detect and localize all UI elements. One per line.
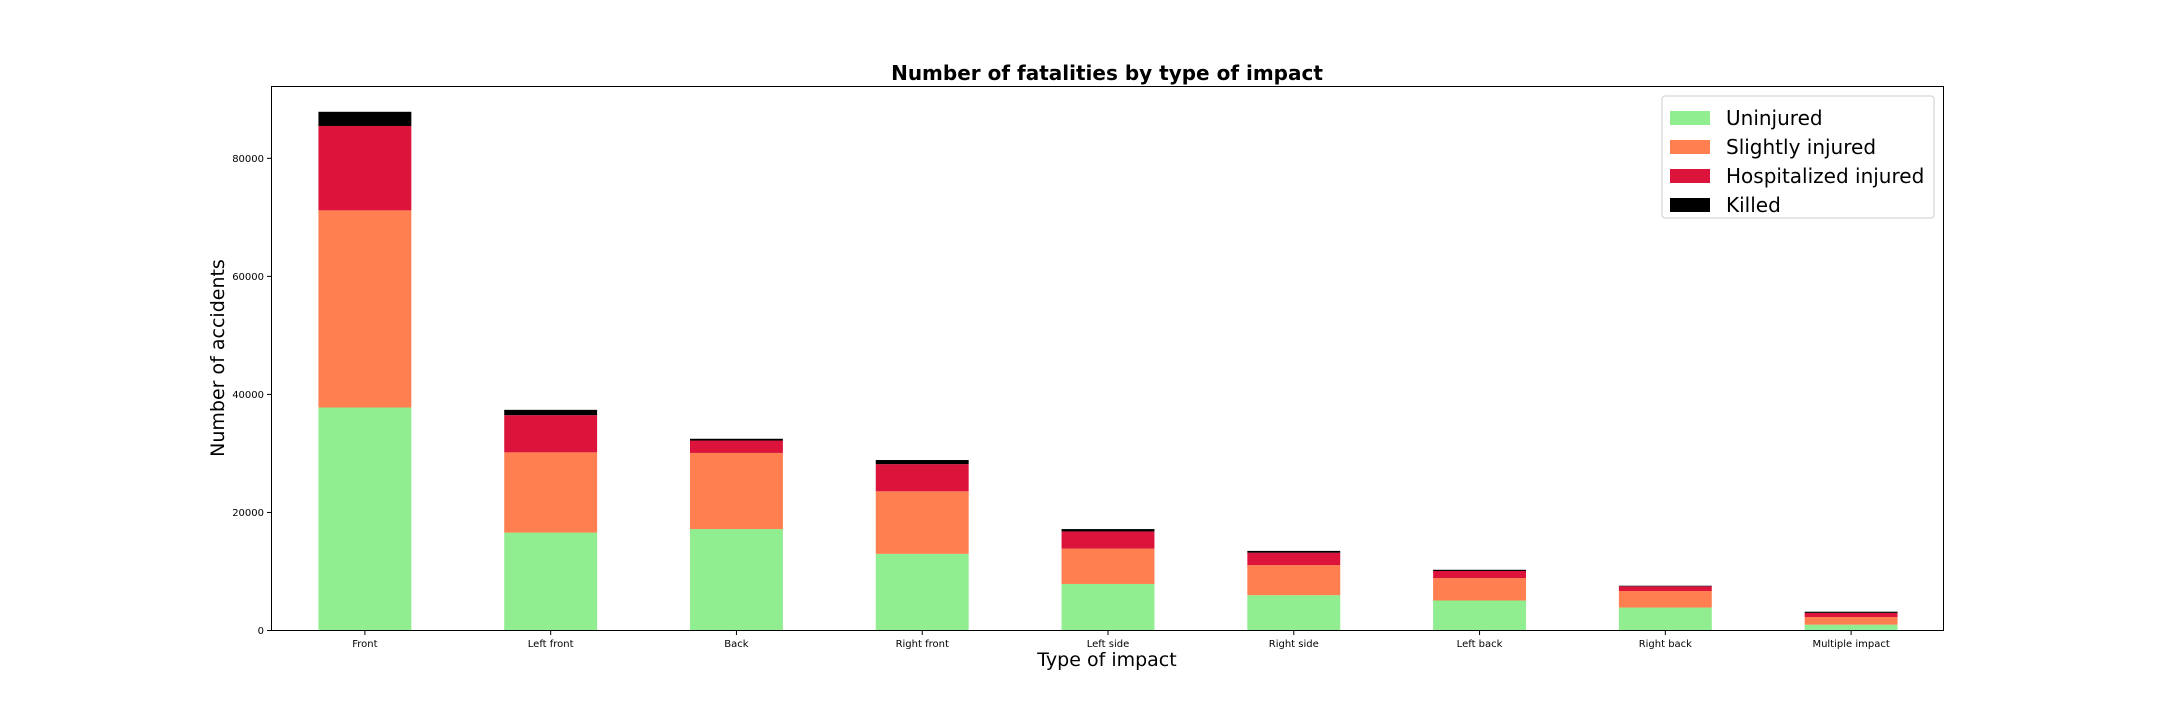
legend-label: Uninjured bbox=[1726, 106, 1823, 130]
bar-killed-multiple-impact bbox=[1804, 611, 1898, 613]
bar-uninjured-front bbox=[318, 407, 412, 630]
bars-layer bbox=[318, 111, 1898, 630]
legend-swatch bbox=[1670, 111, 1710, 125]
bar-hospitalized-injured-right-back bbox=[1618, 586, 1712, 592]
bar-killed-left-back bbox=[1433, 569, 1526, 571]
bar-uninjured-right-back bbox=[1618, 607, 1712, 630]
bar-slightly-injured-multiple-impact bbox=[1804, 617, 1898, 625]
legend-label: Slightly injured bbox=[1726, 135, 1876, 159]
bar-killed-right-front bbox=[875, 460, 969, 465]
bar-slightly-injured-left-back bbox=[1433, 578, 1526, 601]
bar-killed-back bbox=[690, 438, 783, 441]
legend-label: Killed bbox=[1726, 193, 1781, 217]
y-tick-label: 60000 bbox=[232, 272, 264, 283]
bar-slightly-injured-left-front bbox=[504, 452, 598, 533]
bar-uninjured-left-side bbox=[1061, 583, 1155, 630]
x-tick-label: Right front bbox=[896, 639, 949, 650]
bar-uninjured-left-front bbox=[504, 532, 598, 630]
bar-killed-right-back bbox=[1618, 585, 1712, 587]
bar-hospitalized-injured-multiple-impact bbox=[1804, 612, 1898, 618]
x-tick-label: Multiple impact bbox=[1812, 639, 1889, 650]
y-axis: 0 20000 40000 60000 80000 bbox=[232, 154, 272, 637]
chart-title: Number of fatalities by type of impact bbox=[891, 61, 1323, 85]
y-tick-label: 40000 bbox=[232, 390, 264, 401]
bar-killed-left-side bbox=[1061, 529, 1155, 532]
y-tick-label: 20000 bbox=[232, 508, 264, 519]
legend-swatch bbox=[1670, 198, 1710, 212]
bar-uninjured-left-back bbox=[1433, 600, 1526, 630]
x-axis-label: Type of impact bbox=[1036, 649, 1176, 671]
x-tick-label: Front bbox=[352, 639, 377, 650]
bar-hospitalized-injured-left-back bbox=[1433, 570, 1526, 579]
legend-box bbox=[1661, 95, 1935, 219]
x-tick-label: Back bbox=[724, 639, 748, 650]
bar-slightly-injured-front bbox=[318, 210, 412, 408]
x-tick-label: Left back bbox=[1457, 639, 1503, 650]
bar-killed-front bbox=[318, 111, 412, 126]
x-axis: Front Left front Back Right front Left side R… bbox=[352, 630, 1890, 650]
bar-slightly-injured-right-side bbox=[1247, 565, 1341, 596]
bar-uninjured-multiple-impact bbox=[1804, 624, 1898, 630]
legend-label: Hospitalized injured bbox=[1726, 164, 1924, 188]
bar-hospitalized-injured-left-side bbox=[1061, 531, 1155, 549]
bar-hospitalized-injured-front bbox=[318, 125, 412, 211]
bar-hospitalized-injured-right-front bbox=[875, 464, 969, 492]
bar-slightly-injured-right-front bbox=[875, 491, 969, 554]
bar-hospitalized-injured-right-side bbox=[1247, 552, 1341, 566]
bar-killed-right-side bbox=[1247, 550, 1341, 553]
y-axis-label: Number of accidents bbox=[207, 259, 229, 457]
bar-hospitalized-injured-left-front bbox=[504, 415, 598, 453]
bar-slightly-injured-right-back bbox=[1618, 591, 1712, 608]
y-tick-label: 0 bbox=[258, 626, 264, 637]
x-tick-label: Right back bbox=[1639, 639, 1692, 650]
bar-uninjured-back bbox=[690, 529, 783, 630]
legend-swatch bbox=[1670, 169, 1710, 183]
bar-slightly-injured-left-side bbox=[1061, 548, 1155, 584]
bar-slightly-injured-back bbox=[690, 452, 783, 530]
legend-swatch bbox=[1670, 140, 1710, 154]
bar-killed-left-front bbox=[504, 409, 598, 416]
bar-uninjured-right-front bbox=[875, 553, 969, 630]
legend: Uninjured Slightly injured Hospitalized in… bbox=[1661, 95, 1935, 219]
bar-hospitalized-injured-back bbox=[690, 440, 783, 453]
x-tick-label: Left side bbox=[1087, 639, 1129, 650]
bar-uninjured-right-side bbox=[1247, 595, 1341, 630]
y-tick-label: 80000 bbox=[232, 154, 264, 165]
x-tick-label: Right side bbox=[1269, 639, 1319, 650]
x-tick-label: Left front bbox=[528, 639, 574, 650]
